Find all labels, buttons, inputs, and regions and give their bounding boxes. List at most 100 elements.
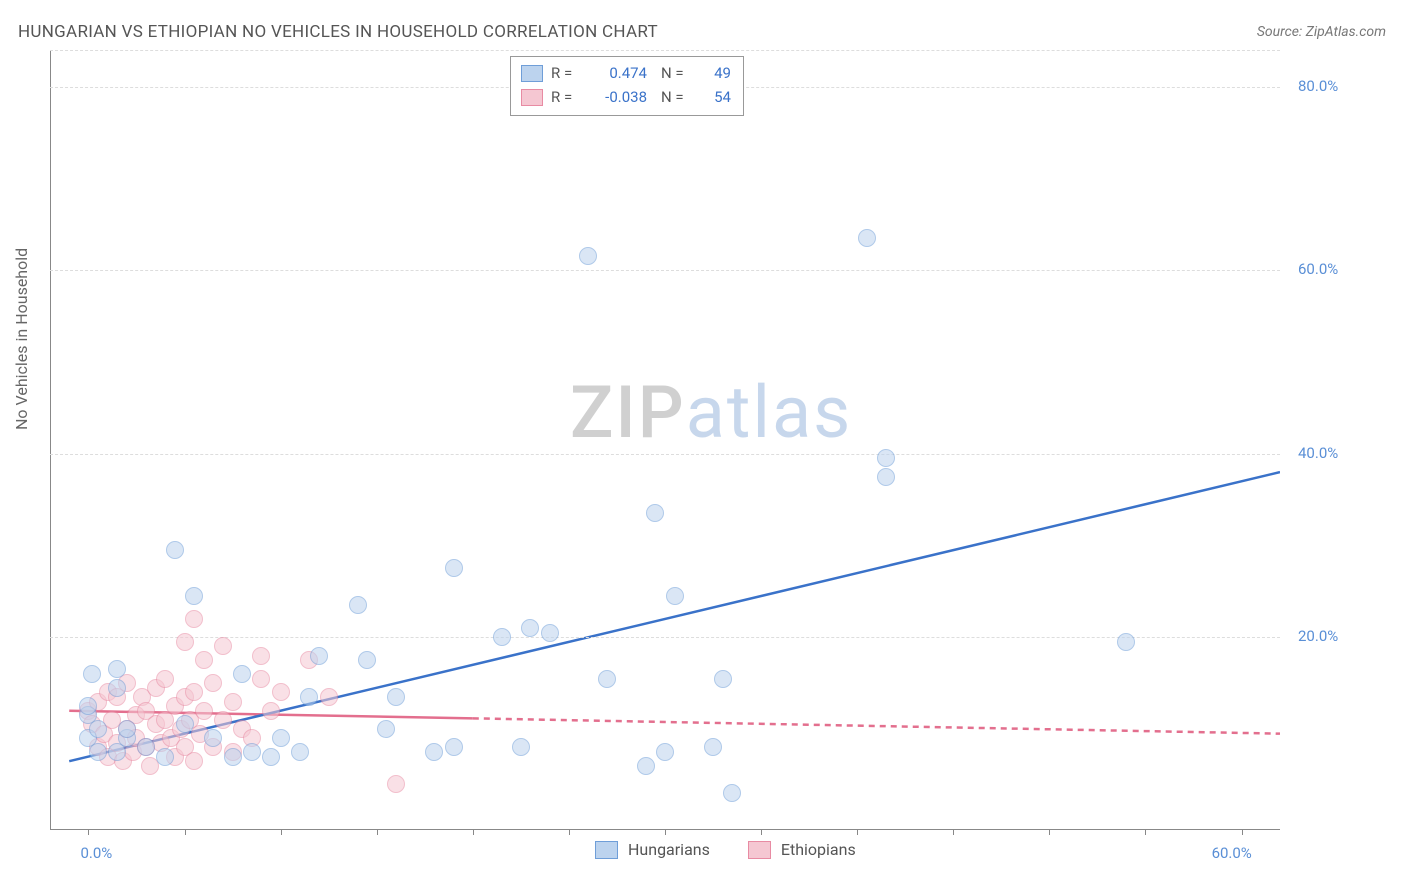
marker-hungarians (1117, 633, 1135, 651)
marker-hungarians (541, 624, 559, 642)
marker-ethiopians (156, 670, 174, 688)
marker-hungarians (349, 596, 367, 614)
marker-hungarians (598, 670, 616, 688)
marker-hungarians (387, 688, 405, 706)
marker-hungarians (108, 660, 126, 678)
marker-ethiopians (185, 683, 203, 701)
watermark: ZIPatlas (570, 370, 852, 455)
marker-hungarians (185, 587, 203, 605)
x-tick (281, 829, 282, 835)
marker-hungarians (877, 468, 895, 486)
chart-title: HUNGARIAN VS ETHIOPIAN NO VEHICLES IN HO… (18, 22, 658, 42)
y-tick-label: 80.0% (1298, 77, 1338, 95)
marker-hungarians (310, 647, 328, 665)
marker-hungarians (83, 665, 101, 683)
trend-lines (50, 50, 1280, 830)
x-tick (569, 829, 570, 835)
marker-hungarians (233, 665, 251, 683)
marker-hungarians (358, 651, 376, 669)
gridline (50, 637, 1280, 638)
marker-hungarians (493, 628, 511, 646)
legend-label-hungarians: Hungarians (628, 840, 710, 859)
swatch-hungarians (521, 65, 543, 82)
marker-hungarians (156, 748, 174, 766)
marker-hungarians (300, 688, 318, 706)
swatch-hungarians (595, 841, 618, 859)
r-value-ethiopians: -0.038 (587, 88, 647, 106)
marker-ethiopians (272, 683, 290, 701)
n-label: N = (661, 88, 689, 106)
marker-hungarians (108, 679, 126, 697)
marker-hungarians (646, 504, 664, 522)
y-axis-title: No Vehicles in Household (12, 248, 31, 430)
y-tick-label: 60.0% (1298, 260, 1338, 278)
marker-hungarians (377, 720, 395, 738)
marker-ethiopians (195, 651, 213, 669)
marker-ethiopians (252, 670, 270, 688)
marker-hungarians (637, 757, 655, 775)
x-tick-label: 60.0% (1212, 844, 1252, 862)
y-axis-line (50, 50, 51, 829)
marker-hungarians (445, 559, 463, 577)
legend-row-hungarians: R = 0.474 N = 49 (521, 61, 731, 85)
marker-hungarians (243, 743, 261, 761)
r-label: R = (551, 88, 579, 106)
marker-ethiopians (204, 674, 222, 692)
x-tick (1242, 829, 1243, 835)
marker-hungarians (656, 743, 674, 761)
marker-ethiopians (320, 688, 338, 706)
marker-hungarians (714, 670, 732, 688)
marker-hungarians (176, 715, 194, 733)
marker-hungarians (858, 229, 876, 247)
n-value-ethiopians: 54 (697, 88, 731, 106)
gridline (50, 270, 1280, 271)
marker-hungarians (166, 541, 184, 559)
gridline (50, 454, 1280, 455)
marker-ethiopians (252, 647, 270, 665)
series-legend: Hungarians Ethiopians (595, 840, 856, 859)
marker-hungarians (291, 743, 309, 761)
marker-hungarians (89, 720, 107, 738)
x-tick (665, 829, 666, 835)
marker-hungarians (79, 697, 97, 715)
n-value-hungarians: 49 (697, 64, 731, 82)
x-tick-label: 0.0% (80, 844, 112, 862)
marker-ethiopians (214, 637, 232, 655)
marker-hungarians (204, 729, 222, 747)
legend-row-ethiopians: R = -0.038 N = 54 (521, 85, 731, 109)
marker-hungarians (521, 619, 539, 637)
y-tick-label: 40.0% (1298, 444, 1338, 462)
x-tick (1145, 829, 1146, 835)
marker-hungarians (224, 748, 242, 766)
marker-hungarians (445, 738, 463, 756)
x-tick (88, 829, 89, 835)
marker-ethiopians (176, 633, 194, 651)
x-tick (761, 829, 762, 835)
marker-hungarians (425, 743, 443, 761)
correlation-legend: R = 0.474 N = 49 R = -0.038 N = 54 (510, 56, 744, 116)
marker-hungarians (877, 449, 895, 467)
y-tick-label: 20.0% (1298, 627, 1338, 645)
swatch-ethiopians (521, 89, 543, 106)
x-tick (857, 829, 858, 835)
marker-ethiopians (185, 752, 203, 770)
x-tick (185, 829, 186, 835)
marker-ethiopians (387, 775, 405, 793)
marker-ethiopians (224, 693, 242, 711)
marker-hungarians (666, 587, 684, 605)
marker-hungarians (723, 784, 741, 802)
gridline (50, 50, 1280, 51)
marker-hungarians (579, 247, 597, 265)
marker-hungarians (118, 720, 136, 738)
x-tick (473, 829, 474, 835)
legend-label-ethiopians: Ethiopians (781, 840, 856, 859)
marker-hungarians (89, 743, 107, 761)
scatter-plot: ZIPatlas 20.0%40.0%60.0%80.0%0.0%60.0% (50, 50, 1280, 830)
marker-ethiopians (214, 711, 232, 729)
marker-hungarians (137, 738, 155, 756)
marker-hungarians (272, 729, 290, 747)
swatch-ethiopians (748, 841, 771, 859)
x-tick (377, 829, 378, 835)
r-value-hungarians: 0.474 (587, 64, 647, 82)
marker-ethiopians (195, 702, 213, 720)
